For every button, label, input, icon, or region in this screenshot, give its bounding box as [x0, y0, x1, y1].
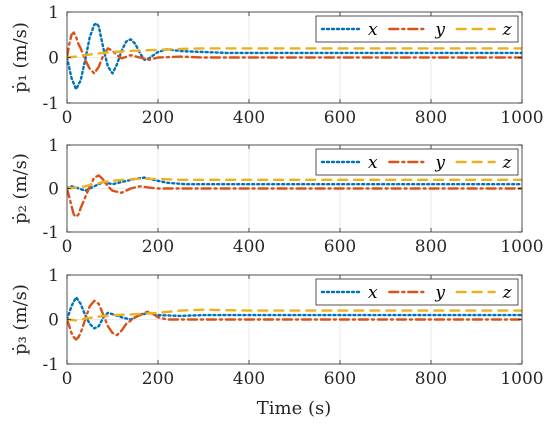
y-tick-label: -1 — [42, 223, 59, 243]
y-tick-label: 0 — [48, 311, 59, 331]
x-tick-label: 600 — [324, 237, 356, 257]
x-tick-label: 400 — [233, 108, 265, 128]
y-tick-label: -1 — [42, 94, 59, 114]
legend-label-z: z — [502, 283, 513, 303]
series-y-line — [67, 299, 522, 341]
y-axis-label: ṗ₂ (m/s) — [10, 153, 31, 224]
x-tick-label: 0 — [62, 108, 73, 128]
legend: x y z — [315, 148, 519, 176]
y-axis-label: ṗ₁ (m/s) — [10, 22, 31, 93]
x-tick-label: 600 — [324, 108, 356, 128]
legend: x y z — [315, 278, 519, 306]
x-tick-label: 800 — [415, 108, 447, 128]
y-axis-label: ṗ₃ (m/s) — [10, 284, 31, 355]
series-z-line — [67, 47, 522, 59]
x-tick-label: 0 — [62, 237, 73, 257]
series-z-line — [67, 308, 522, 322]
series-z-line — [67, 177, 522, 190]
x-tick-label: 400 — [233, 237, 265, 257]
series-y-line — [67, 174, 522, 219]
x-tick-label: 1000 — [500, 108, 543, 128]
x-tick-label: 600 — [324, 369, 356, 389]
x-tick-label: 200 — [142, 369, 174, 389]
legend-label-z: z — [502, 153, 513, 173]
legend-label-z: z — [502, 20, 513, 40]
legend-label-x: x — [368, 20, 378, 40]
x-tick-label: 1000 — [500, 237, 543, 257]
legend-label-x: x — [368, 283, 378, 303]
x-axis-label: Time (s) — [257, 398, 332, 419]
y-tick-label: 0 — [48, 180, 59, 200]
series-x-line — [67, 22, 522, 91]
x-tick-label: 800 — [415, 369, 447, 389]
legend-label-y: y — [434, 283, 445, 303]
y-tick-label: -1 — [42, 355, 59, 375]
legend-label-x: x — [368, 153, 378, 173]
x-tick-label: 400 — [233, 369, 265, 389]
legend-label-y: y — [434, 20, 445, 40]
y-tick-label: 0 — [48, 49, 59, 69]
legend-label-y: y — [434, 153, 445, 173]
series-y-line — [67, 31, 522, 75]
x-tick-label: 1000 — [500, 369, 543, 389]
x-tick-label: 0 — [62, 369, 73, 389]
x-tick-label: 200 — [142, 108, 174, 128]
y-tick-label: 1 — [48, 3, 59, 23]
y-tick-label: 1 — [48, 136, 59, 156]
y-tick-label: 1 — [48, 266, 59, 286]
x-tick-label: 200 — [142, 237, 174, 257]
x-tick-label: 800 — [415, 237, 447, 257]
legend: x y z — [315, 15, 519, 43]
